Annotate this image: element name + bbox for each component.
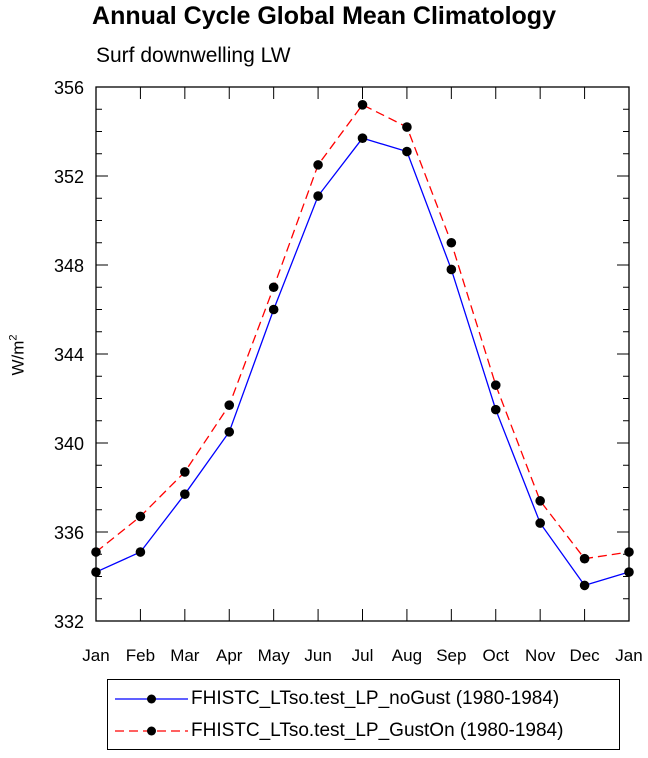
series-line-0 [95, 137, 630, 587]
chart-subtitle: Surf downwelling LW [96, 44, 291, 67]
x-tick-label: Jan [82, 646, 109, 665]
data-point-series-1 [535, 496, 545, 506]
data-point-series-0 [624, 567, 634, 577]
data-point-series-1 [180, 467, 190, 477]
x-tick-label: Jul [352, 646, 374, 665]
y-axis-label-base: W/m [8, 340, 28, 376]
x-tick-label: May [258, 646, 291, 665]
data-point-series-0 [313, 191, 323, 201]
y-tick-label: 348 [54, 256, 84, 276]
legend-label-guston: FHISTC_LTso.test_LP_GustOn (1980-1984) [191, 720, 564, 741]
y-tick-label: 332 [54, 612, 84, 632]
plot-frame [95, 86, 630, 622]
legend-marker-nogust [115, 694, 188, 704]
data-point-series-1 [91, 547, 101, 557]
legend-item-guston: FHISTC_LTso.test_LP_GustOn (1980-1984) [108, 717, 619, 747]
data-point-series-0 [180, 489, 190, 499]
legend-item-nogust: FHISTC_LTso.test_LP_noGust (1980-1984) [108, 685, 619, 715]
x-tick-label: Mar [170, 646, 200, 665]
data-point-series-1 [224, 400, 235, 410]
data-point-series-1 [313, 160, 323, 170]
y-tick-label: 336 [54, 523, 84, 543]
data-point-series-1 [490, 380, 501, 390]
data-point-series-0 [535, 518, 545, 528]
data-point-series-0 [357, 133, 368, 143]
data-point-series-1 [579, 553, 590, 564]
x-tick-label: Jan [615, 646, 642, 665]
data-point-series-1 [446, 237, 457, 248]
x-tick-label: Jun [304, 646, 331, 665]
data-point-series-0 [268, 304, 279, 315]
data-point-series-0 [224, 427, 235, 437]
x-tick-label: Apr [216, 646, 243, 665]
y-axis-label-sup: 2 [7, 334, 20, 341]
x-tick-label: Aug [392, 646, 422, 665]
y-tick-label: 356 [54, 78, 84, 98]
legend-marker-guston [115, 726, 188, 736]
y-tick-label: 340 [54, 434, 84, 454]
data-point-series-0 [135, 547, 146, 557]
legend: FHISTC_LTso.test_LP_noGust (1980-1984) F… [107, 679, 620, 750]
legend-label-nogust: FHISTC_LTso.test_LP_noGust (1980-1984) [191, 688, 560, 709]
data-point-series-1 [135, 511, 146, 522]
data-point-series-0 [91, 567, 101, 577]
y-tick-label: 344 [54, 345, 84, 365]
chart-title: Annual Cycle Global Mean Climatology [92, 2, 556, 30]
series-line-1 [95, 103, 630, 560]
data-point-series-0 [402, 146, 412, 157]
x-tick-label: Sep [436, 646, 466, 665]
x-tick-label: Feb [126, 646, 155, 665]
data-point-series-0 [579, 580, 590, 591]
data-point-series-1 [624, 547, 634, 557]
data-point-series-1 [268, 282, 279, 293]
data-point-series-0 [446, 264, 457, 275]
data-point-series-1 [357, 100, 368, 110]
x-tick-label: Dec [569, 646, 600, 665]
y-axis-label: W/m2 [8, 334, 29, 375]
x-tick-label: Oct [483, 646, 510, 665]
x-tick-label: Nov [525, 646, 556, 665]
data-point-series-1 [402, 122, 412, 132]
y-tick-label: 352 [54, 167, 84, 187]
data-point-series-0 [490, 404, 501, 415]
